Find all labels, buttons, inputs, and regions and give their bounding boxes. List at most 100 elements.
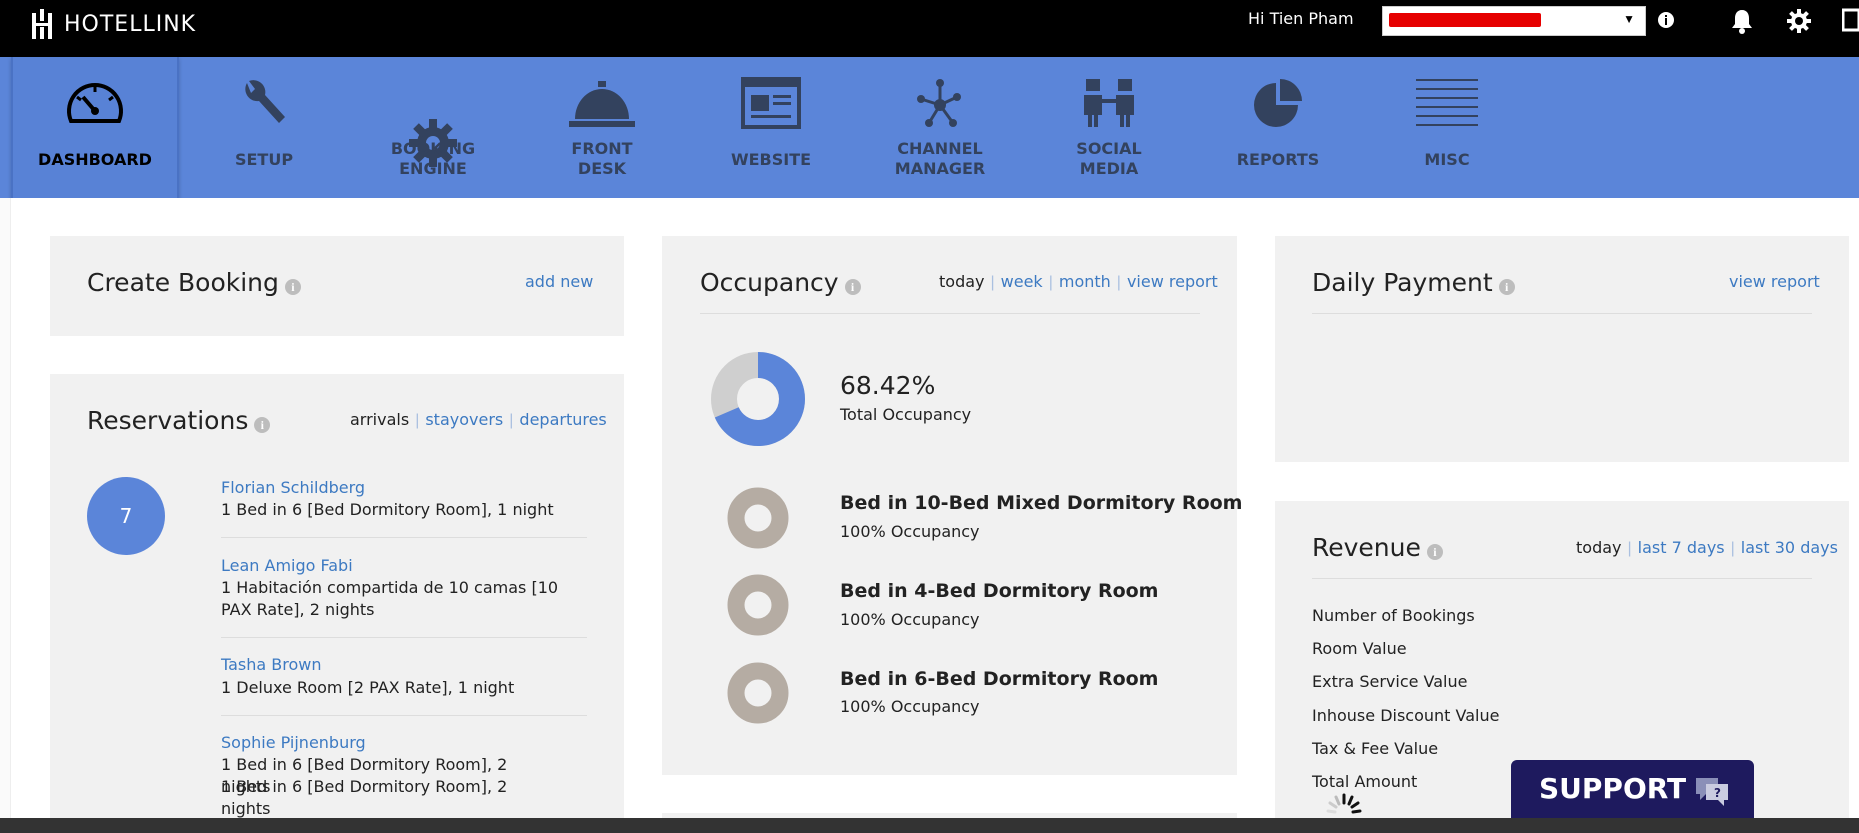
nav-dashboard[interactable]: DASHBOARD xyxy=(11,57,179,206)
room-occupancy: 100% Occupancy xyxy=(840,522,980,541)
nav-label: FRONT DESK xyxy=(571,139,633,178)
info-icon[interactable] xyxy=(1657,11,1675,29)
info-icon[interactable]: i xyxy=(284,278,301,295)
reservation-detail: 1 Bed in 6 [Bed Dormitory Room], 1 night xyxy=(221,500,554,519)
nav-booking-engine[interactable]: BOOKING ENGINE xyxy=(349,57,517,198)
revenue-row-label: Total Amount xyxy=(1312,772,1418,791)
reservation-guest-name[interactable]: Sophie Pijnenburg xyxy=(221,733,366,752)
tab-last-7-days[interactable]: last 7 days xyxy=(1637,538,1725,557)
add-new-link[interactable]: add new xyxy=(525,272,594,291)
nav-label: WEBSITE xyxy=(730,150,812,169)
tab-today[interactable]: today xyxy=(939,272,985,291)
create-booking-card xyxy=(50,236,624,336)
room-occupancy-donut xyxy=(727,487,789,549)
reservation-detail: 1 Deluxe Room [2 PAX Rate], 1 night xyxy=(221,678,515,697)
info-icon[interactable]: i xyxy=(1498,278,1515,295)
nav-label: REPORTS xyxy=(1236,150,1320,169)
nav-label: BOOKING ENGINE xyxy=(390,139,476,178)
occupancy-header: Occupancy i xyxy=(700,268,861,297)
create-booking-header: Create Booking i xyxy=(87,268,301,297)
logo-text: HOTELLINK xyxy=(64,11,197,37)
revenue-row-label: Inhouse Discount Value xyxy=(1312,706,1500,725)
nav-reports[interactable]: REPORTS xyxy=(1194,57,1362,198)
support-button[interactable]: SUPPORT ? xyxy=(1511,760,1754,818)
room-name: Bed in 10-Bed Mixed Dormitory Room xyxy=(840,492,1243,514)
reservations-card xyxy=(50,374,624,818)
room-occupancy: 100% Occupancy xyxy=(840,697,980,716)
bottom-bar xyxy=(0,818,1859,833)
tab-last-30-days[interactable]: last 30 days xyxy=(1740,538,1838,557)
info-icon[interactable]: i xyxy=(844,278,861,295)
tab-departures[interactable]: departures xyxy=(519,410,607,429)
reservation-guest-name[interactable]: Lean Amigo Fabi xyxy=(221,556,353,575)
nav-label: CHANNEL MANAGER xyxy=(894,139,986,178)
reservations-title: Reservations xyxy=(87,406,249,435)
gear-icon[interactable] xyxy=(1786,8,1812,34)
view-report-link[interactable]: view report xyxy=(1729,272,1820,291)
reservation-guest-name[interactable]: Florian Schildberg xyxy=(221,478,366,497)
daily-payment-header: Daily Payment i xyxy=(1312,268,1515,297)
revenue-row-label: Room Value xyxy=(1312,639,1407,658)
view-report-link[interactable]: view report xyxy=(1126,272,1218,291)
room-name: Bed in 4-Bed Dormitory Room xyxy=(840,580,1159,602)
network-icon xyxy=(917,79,961,127)
tab-arrivals[interactable]: arrivals xyxy=(350,410,410,429)
svg-text:?: ? xyxy=(1714,786,1721,800)
reservation-detail: PAX Rate], 2 nights xyxy=(221,600,375,619)
divider xyxy=(221,537,587,538)
revenue-row-label: Tax & Fee Value xyxy=(1312,739,1439,758)
divider xyxy=(221,637,587,638)
logo-icon xyxy=(32,9,52,39)
nav-channel-manager[interactable]: CHANNEL MANAGER xyxy=(856,57,1024,198)
revenue-header: Revenue i xyxy=(1312,533,1443,562)
reservation-tabs: arrivals | stayovers | departures xyxy=(350,410,607,429)
property-select[interactable]: ▼ xyxy=(1382,6,1646,36)
reservations-header: Reservations i xyxy=(87,406,271,435)
room-occupancy: 100% Occupancy xyxy=(840,610,980,629)
wrench-icon xyxy=(245,80,285,123)
reservation-detail: 1 Habitación compartida de 10 camas [10 xyxy=(221,578,559,597)
main-nav: DASHBOARD SETUP BOOKING ENGINE FRONT DES… xyxy=(0,57,1859,206)
nav-label: DASHBOARD xyxy=(38,150,152,169)
reservation-guest-name[interactable]: Tasha Brown xyxy=(221,655,322,674)
revenue-row-label: Extra Service Value xyxy=(1312,672,1468,691)
nav-label: SETUP xyxy=(234,150,294,169)
tab-week[interactable]: week xyxy=(1000,272,1043,291)
reservation-detail: 1 Bed in 6 [Bed Dormitory Room], 2 night… xyxy=(221,755,508,796)
chat-help-icon: ? xyxy=(1696,778,1728,806)
redacted-property-name xyxy=(1389,13,1541,27)
bell-icon xyxy=(569,81,635,127)
logout-icon[interactable] xyxy=(1842,8,1859,32)
nav-website[interactable]: WEBSITE xyxy=(687,57,855,198)
left-gutter xyxy=(0,198,11,818)
revenue-row-label: Number of Bookings xyxy=(1312,606,1475,625)
nav-misc[interactable]: MISC xyxy=(1363,57,1531,198)
browser-icon xyxy=(741,77,801,129)
revenue-title: Revenue xyxy=(1312,533,1421,562)
nav-label: SOCIAL MEDIA xyxy=(1076,139,1142,178)
chevron-down-icon: ▼ xyxy=(1623,12,1635,26)
donut-filled-arc xyxy=(711,352,805,446)
hotellink-logo[interactable]: HOTELLINK xyxy=(32,9,196,39)
tab-stayovers[interactable]: stayovers xyxy=(425,410,504,429)
gauge-icon xyxy=(67,83,123,123)
nav-setup[interactable]: SETUP xyxy=(180,57,348,198)
tab-month[interactable]: month xyxy=(1058,272,1111,291)
revenue-tabs: today | last 7 days | last 30 days xyxy=(1576,538,1838,557)
people-icon xyxy=(1084,79,1134,127)
bell-icon[interactable] xyxy=(1730,8,1754,34)
occupancy-title: Occupancy xyxy=(700,268,839,297)
support-label: SUPPORT xyxy=(1539,772,1687,805)
nav-social-media[interactable]: SOCIAL MEDIA xyxy=(1025,57,1193,198)
top-bar: HOTELLINK Hi Tien Pham ▼ xyxy=(0,0,1859,57)
divider xyxy=(1312,578,1812,579)
nav-front-desk[interactable]: FRONT DESK xyxy=(518,57,686,198)
create-booking-title: Create Booking xyxy=(87,268,279,297)
total-occupancy-label: Total Occupancy xyxy=(840,405,972,424)
tab-today[interactable]: today xyxy=(1576,538,1622,557)
divider xyxy=(1312,313,1812,314)
info-icon[interactable]: i xyxy=(254,416,271,433)
info-icon[interactable]: i xyxy=(1426,543,1443,560)
room-name: Bed in 6-Bed Dormitory Room xyxy=(840,668,1159,690)
nav-label: MISC xyxy=(1424,150,1470,169)
